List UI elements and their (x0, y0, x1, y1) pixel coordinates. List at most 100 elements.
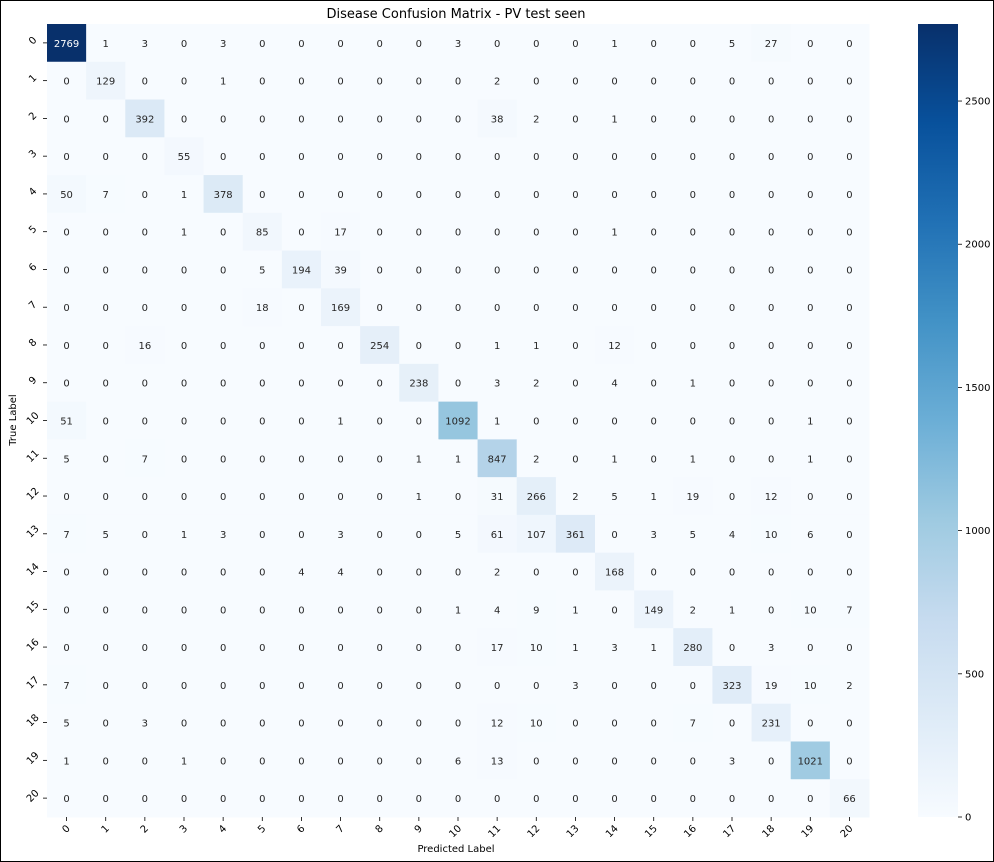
heatmap-cell (829, 326, 870, 365)
heatmap-cell-value: 0 (768, 417, 774, 428)
heatmap-cell-value: 266 (527, 492, 546, 503)
heatmap-cell-value: 1 (220, 77, 226, 88)
heatmap-cell (790, 590, 831, 629)
heatmap-cell (86, 628, 126, 667)
heatmap-cell-value: 0 (846, 719, 852, 730)
heatmap-cell-value: 0 (142, 303, 148, 314)
heatmap-cell (555, 514, 596, 554)
heatmap-cell-value: 1 (690, 454, 696, 465)
heatmap-cell-value: 0 (572, 417, 578, 428)
heatmap-cell (47, 439, 87, 478)
heatmap-cell-value: 0 (337, 643, 343, 654)
heatmap-cell (751, 628, 792, 667)
heatmap-cell-value: 4 (298, 568, 304, 579)
heatmap-cell (477, 363, 518, 403)
heatmap-cell-value: 0 (377, 379, 383, 390)
heatmap-cell-value: 3 (651, 530, 657, 541)
heatmap-cell (829, 61, 870, 101)
heatmap-cell-value: 0 (611, 530, 617, 541)
y-tick-label: 5 (27, 224, 39, 236)
heatmap-cell-value: 0 (572, 190, 578, 201)
heatmap-cell-value: 0 (259, 39, 265, 50)
heatmap-cell-value: 0 (455, 379, 461, 390)
heatmap-cell (360, 212, 400, 252)
heatmap-cell (477, 212, 518, 252)
heatmap-cell (203, 741, 244, 780)
heatmap-cell-value: 0 (651, 417, 657, 428)
heatmap-cell-value: 0 (846, 303, 852, 314)
heatmap-cell-value: 0 (416, 605, 422, 616)
heatmap-cell-value: 3 (611, 643, 617, 654)
heatmap-cell (712, 779, 753, 818)
heatmap-cell (477, 137, 518, 176)
heatmap-cell-value: 0 (651, 265, 657, 276)
heatmap-cell-value: 12 (765, 492, 778, 503)
heatmap-cell (242, 175, 283, 214)
heatmap-cell (47, 250, 87, 289)
heatmap-cell-value: 7 (846, 605, 852, 616)
heatmap-cell (321, 665, 361, 705)
x-axis-label: Predicted Label (417, 844, 494, 855)
heatmap-cell-value: 0 (611, 190, 617, 201)
heatmap-cell-value: 0 (377, 303, 383, 314)
heatmap-cell-value: 0 (298, 492, 304, 503)
heatmap-cell-value: 0 (103, 643, 109, 654)
heatmap-cell-value: 0 (337, 77, 343, 88)
heatmap-cell (829, 477, 870, 516)
heatmap-cell-value: 0 (259, 794, 265, 805)
heatmap-cell (203, 24, 244, 63)
heatmap-cell (321, 61, 361, 101)
heatmap-cell (438, 665, 479, 705)
x-tick-label: 1 (100, 823, 112, 835)
heatmap-cell (321, 741, 361, 780)
heatmap-cell-value: 0 (142, 228, 148, 239)
heatmap-cell (125, 665, 165, 705)
heatmap-cell (242, 741, 283, 780)
heatmap-cell (125, 779, 165, 818)
heatmap-cell (438, 628, 479, 667)
heatmap-cell (516, 439, 557, 478)
heatmap-cell (360, 137, 400, 176)
y-tick-label: 8 (27, 337, 39, 349)
heatmap-cell (477, 779, 518, 818)
heatmap-cell-value: 0 (63, 303, 69, 314)
heatmap-cell (595, 61, 635, 101)
heatmap-cell (164, 363, 205, 403)
heatmap-cell-value: 0 (768, 228, 774, 239)
heatmap-cell (399, 590, 439, 629)
heatmap-cell (438, 250, 479, 289)
heatmap-cell-value: 3 (220, 530, 226, 541)
heatmap-cell-value: 0 (690, 303, 696, 314)
heatmap-cell-value: 0 (729, 152, 735, 163)
heatmap-cell-labels: 2769 1 3 0 3 0 0 0 0 0 3 0 0 0 1 0 0 5 27 0 00 129 0 0 1 0 0 0 0 0 0 2 0… (54, 39, 856, 805)
heatmap-cell (164, 590, 205, 629)
heatmap-cell-value: 0 (807, 303, 813, 314)
heatmap-cell-value: 0 (807, 190, 813, 201)
heatmap-cell (360, 439, 400, 478)
heatmap-cell-value: 0 (142, 77, 148, 88)
heatmap-cell-value: 0 (142, 605, 148, 616)
heatmap-cell-value: 0 (416, 114, 422, 125)
heatmap-cell-value: 0 (220, 265, 226, 276)
heatmap-cell-value: 0 (416, 265, 422, 276)
heatmap-cell (47, 24, 87, 63)
heatmap-cell-value: 1 (611, 454, 617, 465)
x-tick-label: 6 (295, 823, 307, 835)
heatmap-cell (321, 514, 361, 554)
heatmap-cell (242, 628, 283, 667)
heatmap-cell (555, 363, 596, 403)
heatmap-cell (47, 741, 87, 780)
heatmap-cell (321, 326, 361, 365)
heatmap-cell (399, 137, 439, 176)
heatmap-cell (125, 175, 165, 214)
heatmap-cell-value: 0 (690, 794, 696, 805)
heatmap-cell (399, 477, 439, 516)
heatmap-cell-value: 0 (220, 568, 226, 579)
heatmap-cell-value: 0 (337, 756, 343, 767)
heatmap-cell (751, 514, 792, 554)
heatmap-cell-value: 0 (103, 114, 109, 125)
heatmap-cell-value: 1 (337, 417, 343, 428)
heatmap-cell (281, 741, 322, 780)
heatmap-cell (86, 326, 126, 365)
heatmap-cell-value: 0 (298, 114, 304, 125)
